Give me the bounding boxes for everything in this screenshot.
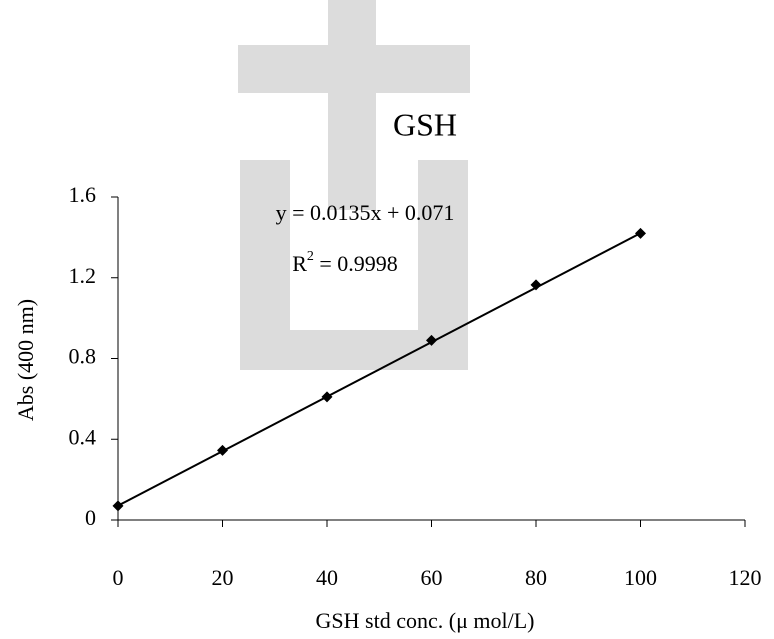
r-text: = 0.9998 <box>314 251 398 276</box>
x-tick-label: 100 <box>624 565 657 590</box>
x-tick-label: 120 <box>729 565 762 590</box>
x-tick-label: 40 <box>316 565 338 590</box>
r-symbol: R <box>292 251 307 276</box>
data-point <box>113 500 124 511</box>
x-tick-label: 20 <box>212 565 234 590</box>
chart-title: GSH <box>393 106 457 142</box>
y-tick-label: 1.2 <box>69 263 97 288</box>
watermark <box>238 0 470 370</box>
data-point <box>322 391 333 402</box>
y-tick-label: 0.4 <box>69 424 97 449</box>
x-axis-label: GSH std conc. (μ mol/L) <box>316 608 535 633</box>
x-tick-label: 0 <box>113 565 124 590</box>
r-squared: R2 = 0.9998 <box>292 249 398 276</box>
r-exponent: 2 <box>307 249 314 264</box>
data-point <box>635 228 646 239</box>
y-tick-label: 0.8 <box>69 344 97 369</box>
chart: GSH y = 0.0135x + 0.071 R2 = 0.9998 GSH … <box>0 0 774 639</box>
x-tick-label: 80 <box>525 565 547 590</box>
y-tick-label: 1.6 <box>69 182 97 207</box>
y-axis-label: Abs (400 nm) <box>13 299 38 421</box>
x-tick-label: 60 <box>421 565 443 590</box>
y-tick-label: 0 <box>85 505 96 530</box>
equation: y = 0.0135x + 0.071 <box>276 200 455 225</box>
